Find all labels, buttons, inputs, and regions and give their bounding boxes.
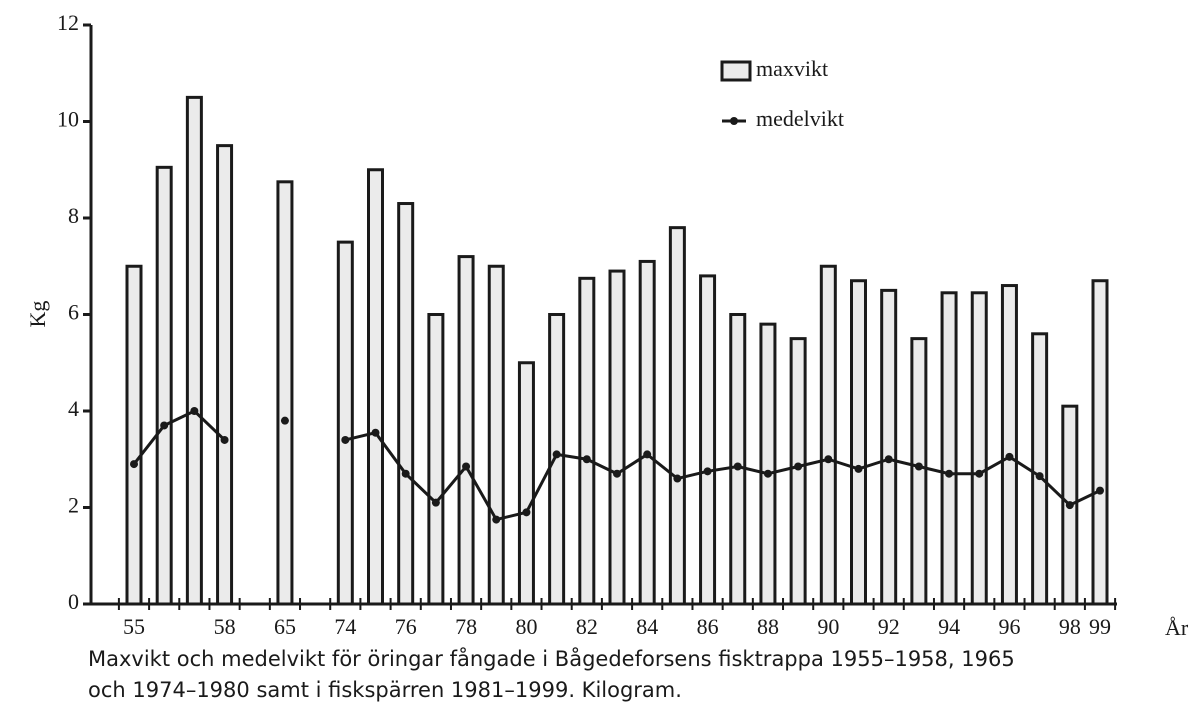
y-axis-label: Kg [25, 301, 50, 328]
bar [216, 144, 234, 606]
legend-swatch [720, 60, 752, 82]
x-tick-label: 88 [757, 614, 779, 639]
point [763, 469, 772, 478]
bar [759, 322, 777, 606]
x-tick-label: 74 [334, 614, 356, 639]
bar [336, 240, 354, 606]
point [160, 421, 169, 430]
point [190, 407, 199, 415]
x-tick-label: 92 [878, 614, 900, 639]
point [613, 469, 621, 478]
bar [699, 274, 717, 606]
bar [276, 180, 294, 606]
bar [578, 276, 596, 606]
bar [940, 291, 958, 606]
y-tick-label: 4 [68, 396, 79, 421]
point [1035, 472, 1044, 481]
x-tick-label: 86 [697, 614, 719, 639]
x-axis-label: År [1165, 615, 1189, 640]
point [824, 455, 833, 464]
point [733, 462, 742, 471]
legend-swatch [730, 117, 738, 125]
bar [880, 288, 898, 606]
x-tick-label: 65 [274, 614, 296, 639]
point [673, 474, 682, 483]
x-tick-label: 82 [576, 614, 598, 639]
point [794, 462, 803, 471]
caption-line: Maxvikt och medelvikt för öringar fångad… [88, 646, 1015, 671]
point [462, 462, 471, 471]
x-tick-label: 94 [938, 614, 960, 639]
point [582, 455, 591, 464]
point [401, 469, 410, 478]
bar [1091, 279, 1109, 606]
point [643, 450, 652, 459]
point [945, 469, 954, 478]
bar [608, 269, 626, 606]
bar [125, 264, 143, 606]
point [341, 435, 350, 444]
legend-label: medelvikt [756, 106, 844, 131]
bar [910, 337, 928, 606]
point [1005, 452, 1014, 461]
bar [427, 313, 445, 606]
point [492, 515, 501, 524]
bar [819, 264, 837, 606]
bar [397, 202, 415, 606]
bar [1031, 332, 1049, 606]
y-tick-label: 2 [68, 493, 79, 518]
x-tick-label: 58 [214, 614, 236, 639]
bar [548, 313, 566, 606]
point [1096, 486, 1104, 495]
point [522, 508, 531, 517]
x-tick-label: 90 [817, 614, 839, 639]
bar [638, 259, 656, 606]
point [280, 416, 289, 425]
bar [850, 279, 867, 606]
x-tick-label: 80 [515, 614, 537, 639]
point [431, 498, 440, 507]
bar [155, 165, 173, 606]
x-tick-label: 78 [455, 614, 477, 639]
bar [517, 361, 535, 606]
y-tick-label: 12 [57, 10, 79, 35]
point [884, 455, 893, 464]
y-tick-label: 8 [68, 203, 79, 228]
x-tick-label: 98 [1059, 614, 1081, 639]
bar [668, 226, 686, 606]
x-tick-label: 76 [395, 614, 417, 639]
bar [789, 337, 807, 606]
point [703, 467, 712, 476]
line [132, 409, 1101, 522]
point [975, 469, 984, 478]
point [854, 464, 863, 473]
bar [367, 168, 384, 606]
point [130, 460, 138, 469]
x-tick-label: 55 [123, 614, 145, 639]
y-tick-label: 0 [68, 589, 79, 614]
bar [970, 291, 988, 606]
bar [487, 264, 505, 606]
point [220, 435, 229, 444]
bar [729, 313, 747, 606]
point [1065, 501, 1074, 510]
caption-line: och 1974–1980 samt i fiskspärren 1981–19… [88, 678, 682, 702]
bar [185, 95, 203, 606]
point [914, 462, 923, 471]
y-tick-label: 10 [57, 107, 79, 132]
point [371, 428, 380, 437]
legend-label: maxvikt [756, 56, 828, 81]
y-tick-label: 6 [68, 300, 79, 325]
x-tick-label: 84 [636, 614, 658, 639]
x-tick-label: 96 [998, 614, 1020, 639]
bar [1000, 284, 1018, 606]
point [552, 450, 561, 459]
x-tick-label: 99 [1089, 614, 1111, 639]
bar [457, 255, 475, 606]
